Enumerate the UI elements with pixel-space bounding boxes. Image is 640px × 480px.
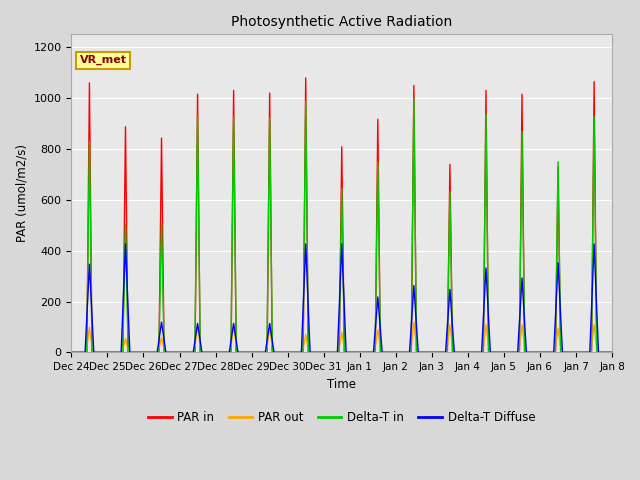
PAR in <box>302 75 310 81</box>
PAR out <box>252 349 259 355</box>
Delta-T in <box>463 349 470 355</box>
Delta-T in <box>323 349 331 355</box>
Text: VR_met: VR_met <box>79 55 127 65</box>
Delta-T Diffuse <box>463 349 470 355</box>
PAR out <box>586 349 593 355</box>
PAR in <box>252 349 259 355</box>
PAR in <box>608 349 616 355</box>
PAR in <box>579 349 586 355</box>
Delta-T Diffuse <box>586 349 593 355</box>
Delta-T in <box>586 349 593 355</box>
Delta-T in <box>579 349 586 355</box>
Line: PAR out: PAR out <box>72 322 612 352</box>
PAR out <box>68 349 76 355</box>
PAR out <box>579 349 586 355</box>
Delta-T in <box>410 96 418 102</box>
Delta-T in <box>608 349 616 355</box>
PAR in <box>586 349 593 355</box>
Legend: PAR in, PAR out, Delta-T in, Delta-T Diffuse: PAR in, PAR out, Delta-T in, Delta-T Dif… <box>143 406 540 429</box>
PAR in <box>463 349 470 355</box>
Delta-T Diffuse <box>478 344 486 349</box>
Delta-T Diffuse <box>579 349 586 355</box>
Delta-T Diffuse <box>122 241 129 247</box>
Delta-T Diffuse <box>252 349 259 355</box>
PAR in <box>323 349 331 355</box>
Delta-T Diffuse <box>68 349 76 355</box>
Delta-T in <box>68 349 76 355</box>
PAR out <box>463 349 470 355</box>
Y-axis label: PAR (umol/m2/s): PAR (umol/m2/s) <box>15 144 28 242</box>
Delta-T Diffuse <box>323 349 331 355</box>
PAR in <box>68 349 76 355</box>
Delta-T in <box>478 349 486 355</box>
PAR in <box>478 349 486 355</box>
PAR out <box>478 349 486 355</box>
Line: Delta-T Diffuse: Delta-T Diffuse <box>72 244 612 352</box>
Line: PAR in: PAR in <box>72 78 612 352</box>
Delta-T Diffuse <box>608 349 616 355</box>
Line: Delta-T in: Delta-T in <box>72 99 612 352</box>
Title: Photosynthetic Active Radiation: Photosynthetic Active Radiation <box>231 15 452 29</box>
PAR out <box>323 349 331 355</box>
X-axis label: Time: Time <box>327 378 356 391</box>
PAR out <box>608 349 616 355</box>
Delta-T in <box>252 349 259 355</box>
PAR out <box>410 319 418 325</box>
